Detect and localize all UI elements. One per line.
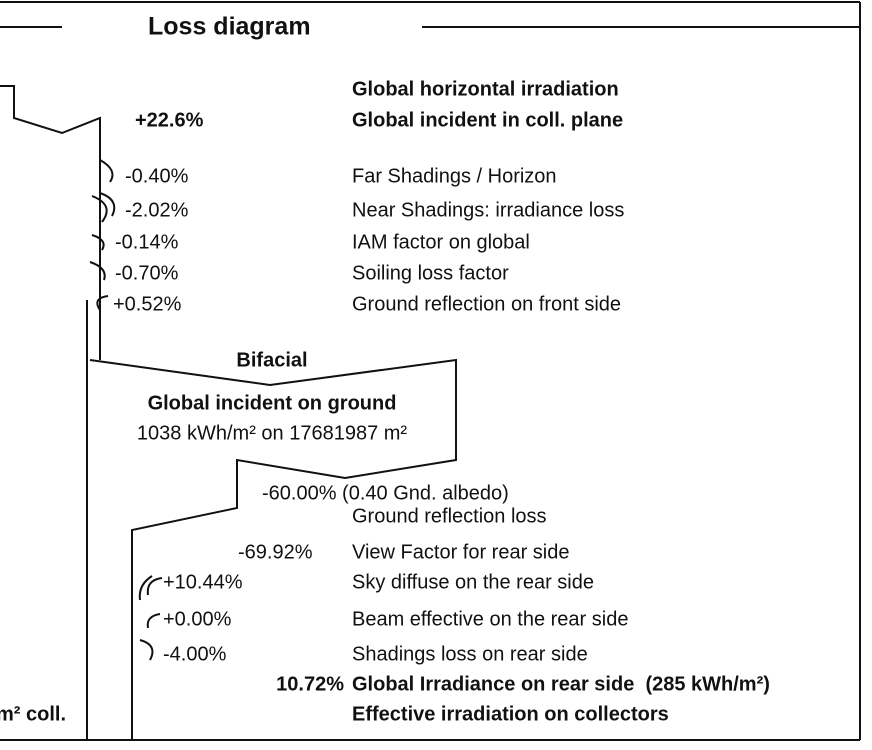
- label: Global horizontal irradiation: [352, 78, 619, 100]
- label: Beam effective on the rear side: [352, 608, 628, 630]
- percent: -0.40%: [125, 165, 189, 187]
- label: Global incident on ground: [148, 392, 397, 414]
- label: Global Irradiance on rear side (285 kWh/…: [352, 673, 770, 695]
- flow-front: [0, 85, 101, 360]
- label: Sky diffuse on the rear side: [352, 571, 594, 593]
- percent: +0.00%: [163, 608, 232, 630]
- percent: +10.44%: [163, 571, 243, 593]
- label: Bifacial: [236, 349, 307, 371]
- label: Shadings loss on rear side: [352, 643, 588, 665]
- label: IAM factor on global: [352, 231, 530, 253]
- label: Ground reflection loss: [352, 505, 547, 527]
- percent: -60.00% (0.40 Gnd. albedo): [262, 482, 509, 504]
- flow-bifacial: [89, 358, 457, 740]
- label: Near Shadings: irradiance loss: [352, 199, 624, 221]
- front-losses: -0.40% Far Shadings / Horizon -2.02% Near S…: [113, 165, 624, 315]
- percent: -2.02%: [125, 199, 189, 221]
- label: Soiling loss factor: [352, 262, 509, 284]
- label: Effective irradiation on collectors: [352, 703, 669, 725]
- label: Ground reflection on front side: [352, 293, 621, 315]
- label: 1038 kWh/m² on 17681987 m²: [137, 422, 407, 444]
- title: Loss diagram: [148, 13, 311, 41]
- label: Far Shadings / Horizon: [352, 165, 557, 187]
- percent: -0.70%: [115, 262, 179, 284]
- percent: -4.00%: [163, 643, 227, 665]
- percent: +0.52%: [113, 293, 182, 315]
- rear-losses: +10.44% Sky diffuse on the rear side +0.00…: [163, 571, 628, 665]
- percent: -0.14%: [115, 231, 179, 253]
- label: m² coll.: [0, 703, 66, 725]
- loss-arrows: [89, 159, 163, 661]
- label: View Factor for rear side: [352, 541, 570, 563]
- percent: 10.72%: [276, 673, 344, 695]
- percent: -69.92%: [238, 541, 313, 563]
- percent: +22.6%: [135, 109, 204, 131]
- label: Global incident in coll. plane: [352, 109, 623, 131]
